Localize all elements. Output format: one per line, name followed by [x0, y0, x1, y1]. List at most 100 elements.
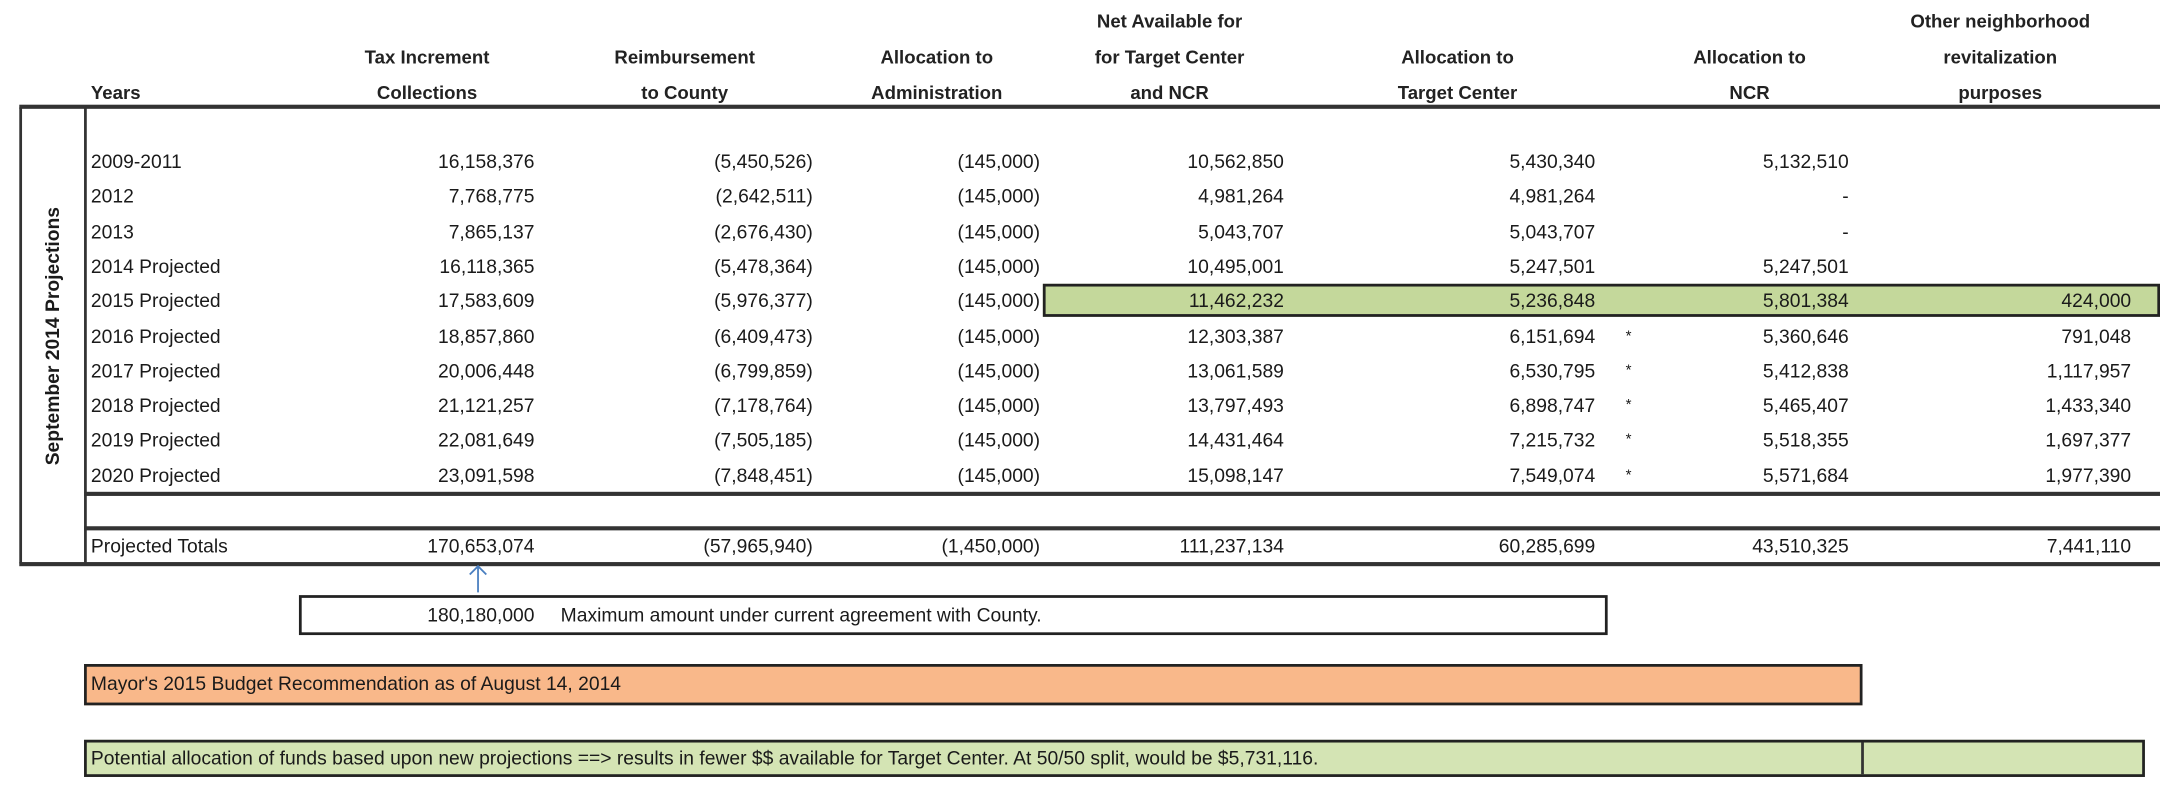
column-header: Allocation to — [880, 46, 994, 68]
rule-before-totals — [84, 526, 2160, 530]
max-amount-value: 180,180,000 — [427, 603, 535, 626]
rule-after-totals — [19, 562, 2160, 566]
cell-mark: * — [1625, 362, 1632, 379]
cell-mark: * — [1625, 431, 1632, 449]
cell-reimb: (2,676,430) — [714, 219, 813, 242]
cell-ncr: 5,412,838 — [1762, 359, 1849, 382]
highlight-2015-row — [1042, 283, 2160, 317]
cell-target: 5,430,340 — [1509, 150, 1596, 173]
cell-target: 5,043,707 — [1509, 219, 1596, 242]
column-header: to County — [641, 82, 729, 104]
cell-target: 7,215,732 — [1509, 428, 1596, 452]
cell-tax: 7,768,775 — [448, 185, 535, 208]
cell-year: 2019 Projected — [90, 428, 221, 452]
cell-mark: * — [1625, 466, 1632, 484]
table-left-border — [19, 107, 23, 564]
cell-tax: 170,653,074 — [427, 534, 535, 557]
column-header: Target Center — [1397, 82, 1518, 104]
cell-ncr: 5,518,355 — [1762, 428, 1849, 452]
cell-reimb: (7,505,185) — [714, 428, 813, 452]
cell-admin: (145,000) — [957, 428, 1041, 452]
potential-allocation-text: Potential allocation of funds based upon… — [90, 746, 1319, 769]
cell-year: 2017 Projected — [90, 359, 221, 382]
column-header: Allocation to — [1401, 46, 1514, 68]
cell-net: 13,061,589 — [1187, 359, 1284, 382]
cell-admin: (1,450,000) — [941, 534, 1041, 557]
column-header: for Target Center — [1094, 46, 1245, 68]
column-header: NCR — [1729, 82, 1770, 104]
cell-tax: 22,081,649 — [437, 428, 535, 452]
cell-net: 4,981,264 — [1198, 185, 1284, 208]
cell-reimb: (5,450,526) — [714, 150, 813, 173]
cell-admin: (145,000) — [957, 359, 1041, 382]
cell-admin: (145,000) — [957, 289, 1041, 312]
cell-admin: (145,000) — [957, 185, 1041, 208]
cell-tax: 7,865,137 — [448, 219, 535, 242]
cell-reimb: (5,478,364) — [714, 254, 813, 277]
cell-target: 4,981,264 — [1509, 185, 1596, 208]
cell-target: 6,151,694 — [1509, 324, 1596, 347]
column-header: revitalization — [1943, 46, 2058, 68]
cell-target: 6,898,747 — [1509, 394, 1596, 417]
cell-ncr: 5,801,384 — [1762, 289, 1849, 312]
cell-other: 1,433,340 — [2045, 394, 2132, 417]
cell-net: 11,462,232 — [1188, 289, 1284, 312]
cell-ncr: 5,360,646 — [1762, 324, 1849, 347]
cell-year: 2020 Projected — [90, 463, 221, 486]
header-rule — [19, 104, 2160, 109]
cell-admin: (145,000) — [957, 150, 1041, 173]
cell-tax: 18,857,860 — [437, 324, 535, 347]
cell-ncr: 5,571,684 — [1762, 463, 1849, 486]
cell-year: 2016 Projected — [90, 324, 221, 347]
cell-year: 2012 — [90, 185, 134, 208]
cell-reimb: (7,848,451) — [714, 463, 813, 486]
cell-year: 2014 Projected — [90, 254, 221, 277]
cell-ncr: - — [1842, 185, 1849, 208]
cell-target: 6,530,795 — [1509, 359, 1596, 382]
cell-ncr: 5,132,510 — [1762, 150, 1849, 173]
column-header: Tax Increment — [364, 46, 490, 68]
cell-other: 1,117,957 — [2046, 359, 2132, 382]
cell-year: 2018 Projected — [90, 394, 221, 417]
cell-net: 111,237,134 — [1179, 534, 1284, 557]
cell-admin: (145,000) — [957, 463, 1041, 486]
cell-admin: (145,000) — [957, 324, 1041, 347]
column-header: Administration — [871, 82, 1003, 104]
column-header: Allocation to — [1693, 46, 1806, 68]
cell-tax: 16,118,365 — [439, 254, 535, 277]
cell-other: 7,441,110 — [2046, 534, 2132, 557]
column-header: Reimbursement — [614, 46, 755, 68]
cell-tax: 16,158,376 — [437, 150, 535, 173]
cell-reimb: (6,799,859) — [714, 359, 813, 382]
column-header: Other neighborhood — [1910, 11, 2091, 32]
cell-reimb: (7,178,764) — [714, 394, 813, 417]
side-label-text: September 2014 Projections — [41, 206, 64, 465]
label-column-divider — [84, 107, 87, 564]
cell-net: 10,562,850 — [1187, 150, 1284, 173]
max-amount-text: Maximum amount under current agreement w… — [560, 603, 1042, 626]
cell-tax: 21,121,257 — [437, 394, 535, 417]
cell-target: 7,549,074 — [1509, 463, 1596, 486]
cell-net: 10,495,001 — [1187, 254, 1284, 277]
column-header: and NCR — [1130, 82, 1209, 104]
column-header: Collections — [376, 82, 478, 104]
mayor-recommendation-box: Mayor's 2015 Budget Recommendation as of… — [84, 664, 1863, 706]
cell-other: 791,048 — [2061, 324, 2132, 347]
column-header: Years — [90, 82, 141, 104]
cell-admin: (145,000) — [957, 219, 1041, 242]
cell-year: 2013 — [90, 219, 134, 242]
cell-net: 15,098,147 — [1187, 463, 1284, 486]
cell-target: 5,236,848 — [1509, 289, 1596, 312]
cell-tax: 20,006,448 — [437, 359, 535, 382]
cell-admin: (145,000) — [957, 254, 1041, 277]
cell-ncr: 43,510,325 — [1752, 534, 1849, 557]
cell-net: 14,431,464 — [1187, 428, 1284, 452]
cell-net: 13,797,493 — [1187, 394, 1284, 417]
mayor-recommendation-text: Mayor's 2015 Budget Recommendation as of… — [90, 672, 622, 695]
cell-target: 5,247,501 — [1509, 254, 1596, 277]
rule-after-rows — [84, 491, 2160, 496]
column-header: purposes — [1958, 82, 2043, 104]
cell-ncr: - — [1842, 219, 1849, 242]
cell-reimb: (6,409,473) — [714, 324, 813, 347]
